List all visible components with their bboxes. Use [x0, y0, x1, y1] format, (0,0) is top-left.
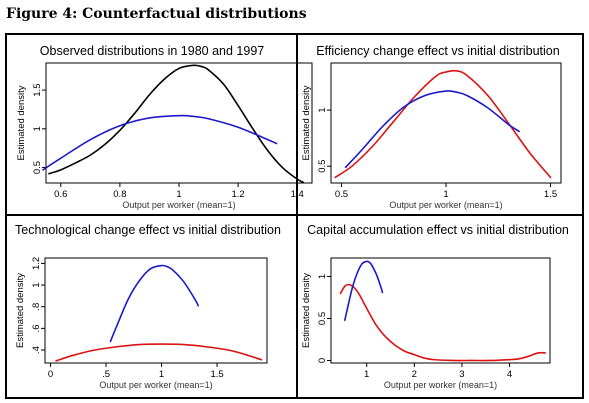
y-axis-label: Estimated density [301, 273, 312, 348]
y-tick-label: 1.2 [31, 257, 42, 270]
x-tick-label: 1.5 [210, 369, 223, 380]
x-axis-label: Output per worker (mean=1) [99, 380, 212, 390]
y-tick-label: 0.5 [32, 161, 43, 174]
density-curve-red [334, 69, 552, 179]
y-tick-label: 1 [32, 126, 43, 131]
x-tick-label: 0 [48, 369, 53, 380]
y-tick-label: .4 [31, 346, 42, 354]
x-tick-label: 0.5 [335, 189, 348, 200]
x-tick-label: .5 [102, 369, 110, 380]
chart-panel-1: Observed distributions in 1980 and 1997 0… [16, 44, 313, 210]
x-tick-label: 0.8 [113, 189, 126, 200]
x-tick-label: 1 [364, 369, 369, 380]
density-curve-blue [344, 90, 520, 169]
x-tick-label: 1 [176, 189, 181, 200]
x-axis-label: Output per worker (mean=1) [122, 200, 235, 210]
y-tick-label: 1.5 [32, 83, 43, 96]
x-tick-label: 1.5 [544, 189, 557, 200]
x-tick-label: 4 [507, 369, 512, 380]
y-tick-label: 1 [31, 282, 42, 287]
y-tick-label: 1 [317, 274, 328, 279]
panel-title: Observed distributions in 1980 and 1997 [40, 44, 265, 58]
density-curve-red [55, 343, 263, 362]
plot-area-frame [45, 62, 313, 184]
chart-panel-3: Technological change effect vs initial d… [15, 223, 281, 390]
density-curve-blue [42, 114, 278, 171]
density-curve-black [48, 64, 304, 184]
density-curve-red [339, 283, 547, 362]
plot-area-frame [330, 62, 562, 184]
y-tick-label: 0.5 [317, 312, 328, 325]
plot-area-frame [44, 257, 268, 364]
chart-panel-2: Efficiency change effect vs initial dist… [301, 44, 562, 210]
x-tick-label: 1.2 [232, 189, 245, 200]
y-axis-label: Estimated density [16, 85, 27, 160]
chart-panel-4: Capital accumulation effect vs initial d… [301, 223, 569, 390]
x-tick-label: 1 [159, 369, 164, 380]
panel-title: Efficiency change effect vs initial dist… [316, 44, 559, 58]
y-tick-label: 0 [317, 358, 328, 363]
x-tick-label: 0.6 [54, 189, 67, 200]
y-axis-label: Estimated density [15, 273, 26, 348]
x-axis-label: Output per worker (mean=1) [389, 200, 502, 210]
x-tick-label: 2 [412, 369, 417, 380]
y-tick-label: .8 [31, 303, 42, 311]
plot-area-frame [330, 257, 551, 364]
panel-title: Technological change effect vs initial d… [15, 223, 281, 237]
y-tick-label: 1 [317, 107, 328, 112]
x-tick-label: 1.4 [291, 189, 304, 200]
x-tick-label: 1 [443, 189, 448, 200]
x-tick-label: 3 [459, 369, 464, 380]
density-curve-blue [109, 264, 199, 343]
panel-title: Capital accumulation effect vs initial d… [307, 223, 569, 237]
y-axis-label: Estimated density [301, 85, 312, 160]
density-curve-blue [344, 260, 384, 321]
y-tick-label: .6 [31, 324, 42, 332]
y-tick-label: 0.5 [317, 160, 328, 173]
figure-title: Figure 4: Counterfactual distributions [6, 6, 307, 22]
x-axis-label: Output per worker (mean=1) [384, 380, 497, 390]
